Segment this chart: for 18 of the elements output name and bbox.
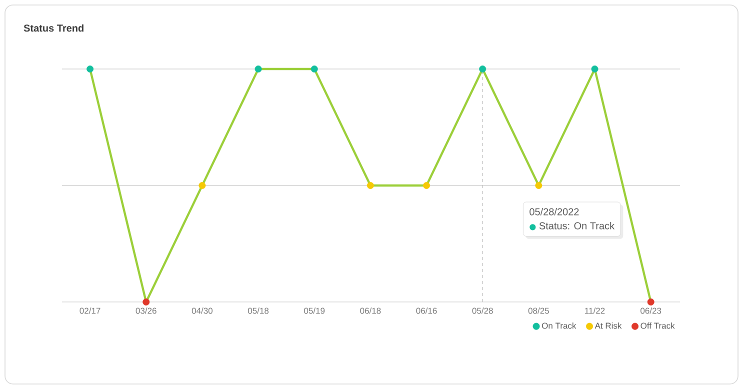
legend-label: On Track: [542, 322, 576, 329]
x-tick-label: 06/18: [360, 308, 381, 314]
annotation: 05/28/2022: [530, 208, 579, 216]
x-tick-label: 04/30: [192, 308, 213, 314]
x-tick-label: 02/17: [80, 308, 100, 314]
x-tick-label: 05/28: [472, 308, 493, 314]
x-tick-label: 05/18: [248, 308, 269, 314]
x-tick-label: 06/16: [416, 308, 437, 314]
annotation: ●: [530, 224, 536, 230]
annotation: Status: On Track: [539, 222, 615, 230]
x-tick-label: 03/26: [136, 308, 156, 314]
chart-title: Status Trend: [24, 24, 84, 32]
legend-label: At Risk: [594, 322, 622, 329]
x-tick-label: 08/25: [528, 308, 549, 314]
x-tick-label: 11/22: [585, 308, 605, 314]
x-tick-label: 05/19: [304, 308, 325, 314]
x-tick-label: 06/23: [640, 308, 662, 314]
legend-label: Off Track: [640, 322, 675, 329]
